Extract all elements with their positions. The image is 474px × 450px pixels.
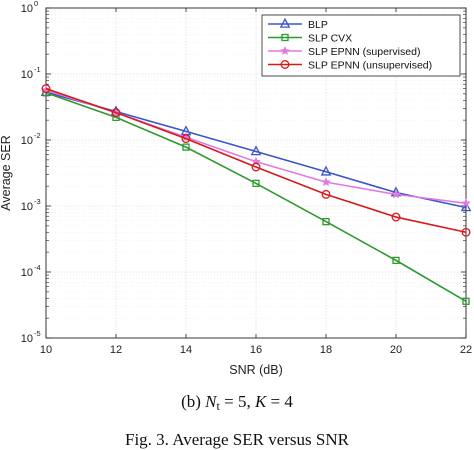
- caption-prefix: (b): [181, 392, 206, 411]
- series-3: [41, 84, 471, 237]
- y-tick-label: 10: [21, 3, 33, 15]
- y-tick-exponent: 0: [34, 0, 38, 8]
- y-axis-label: Average SER: [0, 135, 13, 211]
- data-point: [111, 108, 121, 118]
- series-1: [42, 89, 470, 305]
- data-point: [321, 177, 331, 187]
- legend-box: [261, 14, 461, 77]
- data-point: [322, 217, 330, 226]
- data-point: [250, 145, 262, 156]
- x-tick-label: 14: [180, 344, 192, 356]
- data-point: [320, 165, 332, 176]
- x-tick-label: 12: [110, 344, 122, 356]
- data-point: [461, 227, 471, 237]
- legend-label: BLP: [308, 19, 328, 31]
- data-point: [392, 256, 400, 265]
- x-axis-label: SNR (dB): [229, 363, 282, 377]
- legend-marker: [280, 46, 290, 56]
- caption-n-value: = 5,: [219, 392, 255, 411]
- legend-label: SLP CVX: [308, 32, 352, 44]
- y-tick-label: 10: [21, 135, 33, 147]
- series-line: [45, 87, 467, 234]
- series-line: [45, 91, 467, 302]
- y-tick-exponent: -5: [34, 329, 41, 338]
- series-lines: [40, 84, 472, 305]
- y-tick-label: 10: [21, 333, 33, 345]
- y-tick-label: 10: [21, 201, 33, 213]
- data-point: [181, 134, 191, 144]
- x-tick-label: 10: [40, 344, 52, 356]
- figure-number-caption: Fig. 3. Average SER versus SNR: [125, 430, 349, 449]
- caption-n-subscript: t: [216, 399, 220, 413]
- x-tick-label: 18: [320, 344, 332, 356]
- legend-marker: [279, 17, 291, 28]
- grid: [46, 8, 466, 338]
- legend-marker: [280, 60, 290, 69]
- x-tick-label: 16: [250, 344, 262, 356]
- x-tick-label: 20: [390, 344, 402, 356]
- data-point: [251, 162, 261, 172]
- data-point: [41, 84, 51, 94]
- y-tick-exponent: -1: [34, 65, 41, 74]
- x-tick-label: 22: [460, 344, 472, 356]
- data-point: [182, 143, 190, 151]
- data-point: [391, 212, 401, 222]
- y-tick-label: 10: [21, 267, 33, 279]
- data-point: [462, 297, 470, 305]
- y-tick-exponent: -2: [34, 131, 41, 140]
- caption-k-symbol: K: [254, 392, 267, 411]
- caption-n-symbol: N: [205, 392, 217, 411]
- figure-caption: (b) Nt = 5, K = 4: [0, 392, 474, 414]
- data-point: [461, 198, 471, 208]
- axis-ticks: [45, 7, 467, 339]
- y-tick-label: 10: [21, 69, 33, 81]
- legend-label: SLP EPNN (supervised): [308, 46, 420, 58]
- data-point: [321, 189, 331, 199]
- caption-k-value: = 4: [266, 392, 293, 411]
- legend-label: SLP EPNN (unsupervised): [308, 59, 432, 71]
- data-point: [391, 189, 401, 199]
- data-point: [252, 179, 260, 188]
- x-tick-labels: 10 12 14 16 18 20 22: [40, 344, 472, 356]
- legend-marker: [281, 33, 289, 42]
- y-tick-exponent: -4: [34, 263, 41, 272]
- y-tick-exponent: -3: [34, 197, 41, 206]
